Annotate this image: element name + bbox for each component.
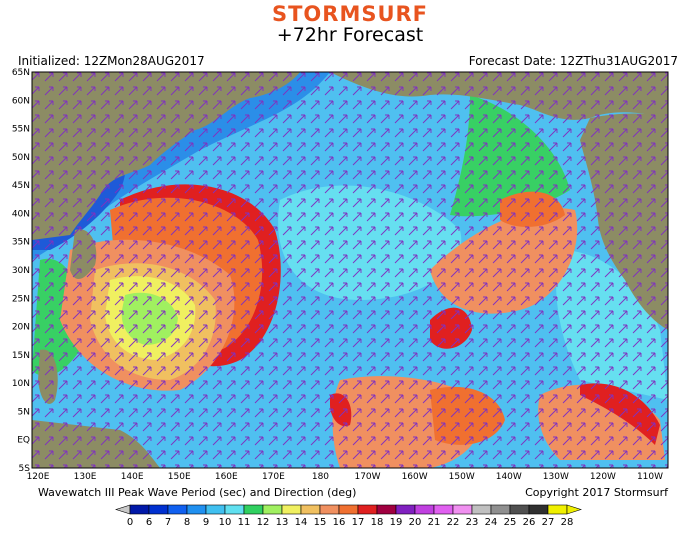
legend-label: 21 [428, 517, 441, 528]
legend-swatch [300, 504, 321, 515]
legend-label: 10 [219, 517, 232, 528]
legend-label: 20 [409, 517, 422, 528]
lon-label: 170W [354, 472, 380, 482]
legend-label: 12 [257, 517, 270, 528]
lat-label: 50N [12, 153, 30, 163]
legend-label: 0 [127, 517, 133, 528]
lon-label: 160E [215, 472, 238, 482]
legend-swatch [471, 504, 492, 515]
legend-swatch [319, 504, 340, 515]
legend-swatch [452, 504, 473, 515]
lat-label: 55N [12, 125, 30, 135]
legend-label: 16 [333, 517, 346, 528]
legend-swatch [148, 504, 169, 515]
legend-label: 19 [390, 517, 403, 528]
lon-label: 160W [402, 472, 428, 482]
legend-label: 23 [466, 517, 479, 528]
lon-label: 120E [27, 472, 50, 482]
legend-label: 7 [165, 517, 171, 528]
legend-label: 6 [146, 517, 152, 528]
forecast-title: +72hr Forecast [276, 24, 424, 46]
legend-label: 18 [371, 517, 384, 528]
legend-swatch [528, 504, 549, 515]
lat-label: 45N [12, 181, 30, 191]
lat-label: 35N [12, 238, 30, 248]
legend-label: 15 [314, 517, 327, 528]
legend-label: 25 [504, 517, 517, 528]
lat-label: 65N [12, 68, 30, 78]
lat-label: 25N [12, 294, 30, 304]
lon-label: 130E [74, 472, 97, 482]
legend-label: 14 [295, 517, 308, 528]
legend-swatch [414, 504, 435, 515]
initialized-label: Initialized: 12ZMon28AUG2017 [18, 54, 205, 68]
legend-label: 17 [352, 517, 365, 528]
direction-arrows [32, 72, 668, 468]
lat-label: 40N [12, 209, 30, 219]
legend-arrow-right [566, 504, 582, 515]
legend-swatch [338, 504, 359, 515]
legend-arrow-left [115, 504, 131, 515]
lat-label: 15N [12, 351, 30, 361]
lat-label: 20N [12, 323, 30, 333]
lon-label: 150E [168, 472, 191, 482]
legend-swatch [262, 504, 283, 515]
legend-swatch [281, 504, 302, 515]
lon-label: 120W [590, 472, 616, 482]
legend-swatch [376, 504, 397, 515]
copyright-label: Copyright 2017 Stormsurf [525, 486, 668, 499]
lon-label: 150W [449, 472, 475, 482]
legend-swatch [205, 504, 226, 515]
lat-label: 60N [12, 96, 30, 106]
map-frame [31, 71, 669, 469]
legend-swatches [115, 504, 582, 515]
legend-swatch [129, 504, 150, 515]
legend-label: 8 [184, 517, 190, 528]
longitude-labels: 120E 130E 140E 150E 160E 170E 180 170W 160W 150W 1… [27, 472, 664, 482]
forecast-date-label: Forecast Date: 12ZThu31AUG2017 [468, 54, 678, 68]
lon-label: 170E [262, 472, 285, 482]
lat-label: 10N [12, 379, 30, 389]
legend-swatch [357, 504, 378, 515]
map-field [32, 72, 668, 468]
legend-swatch [243, 504, 264, 515]
lat-label: EQ [17, 436, 30, 446]
legend-swatch [395, 504, 416, 515]
legend-label: 26 [523, 517, 536, 528]
legend-swatch [167, 504, 188, 515]
lon-label: 140W [496, 472, 522, 482]
legend-label: 11 [238, 517, 251, 528]
legend-labels: 0 6 7 8 9 10 11 12 13 14 15 16 17 18 19 20 21 22 23 24 25 26 2… [127, 517, 574, 528]
stormsurf-logo: STORMSURF [271, 2, 429, 26]
lat-label: 5N [18, 407, 30, 417]
legend-label: 9 [203, 517, 209, 528]
lon-label: 180 [312, 472, 329, 482]
legend-swatch [547, 504, 568, 515]
legend-swatch [490, 504, 511, 515]
legend-swatch [433, 504, 454, 515]
legend-label: 13 [276, 517, 289, 528]
legend-label: 28 [561, 517, 574, 528]
lon-label: 110W [637, 472, 663, 482]
lat-label: 5S [19, 464, 31, 474]
legend-swatch [509, 504, 530, 515]
latitude-labels: 65N 60N 55N 50N 45N 40N 35N 30N 25N 20N 15N 10N 5N EQ… [12, 68, 30, 474]
lon-label: 130W [543, 472, 569, 482]
legend-label: 24 [485, 517, 498, 528]
lat-label: 30N [12, 266, 30, 276]
legend-label: 27 [542, 517, 555, 528]
legend-swatch [224, 504, 245, 515]
legend-swatch [186, 504, 207, 515]
lon-label: 140E [121, 472, 144, 482]
map-caption: Wavewatch III Peak Wave Period (sec) and… [38, 486, 357, 499]
legend-label: 22 [447, 517, 460, 528]
